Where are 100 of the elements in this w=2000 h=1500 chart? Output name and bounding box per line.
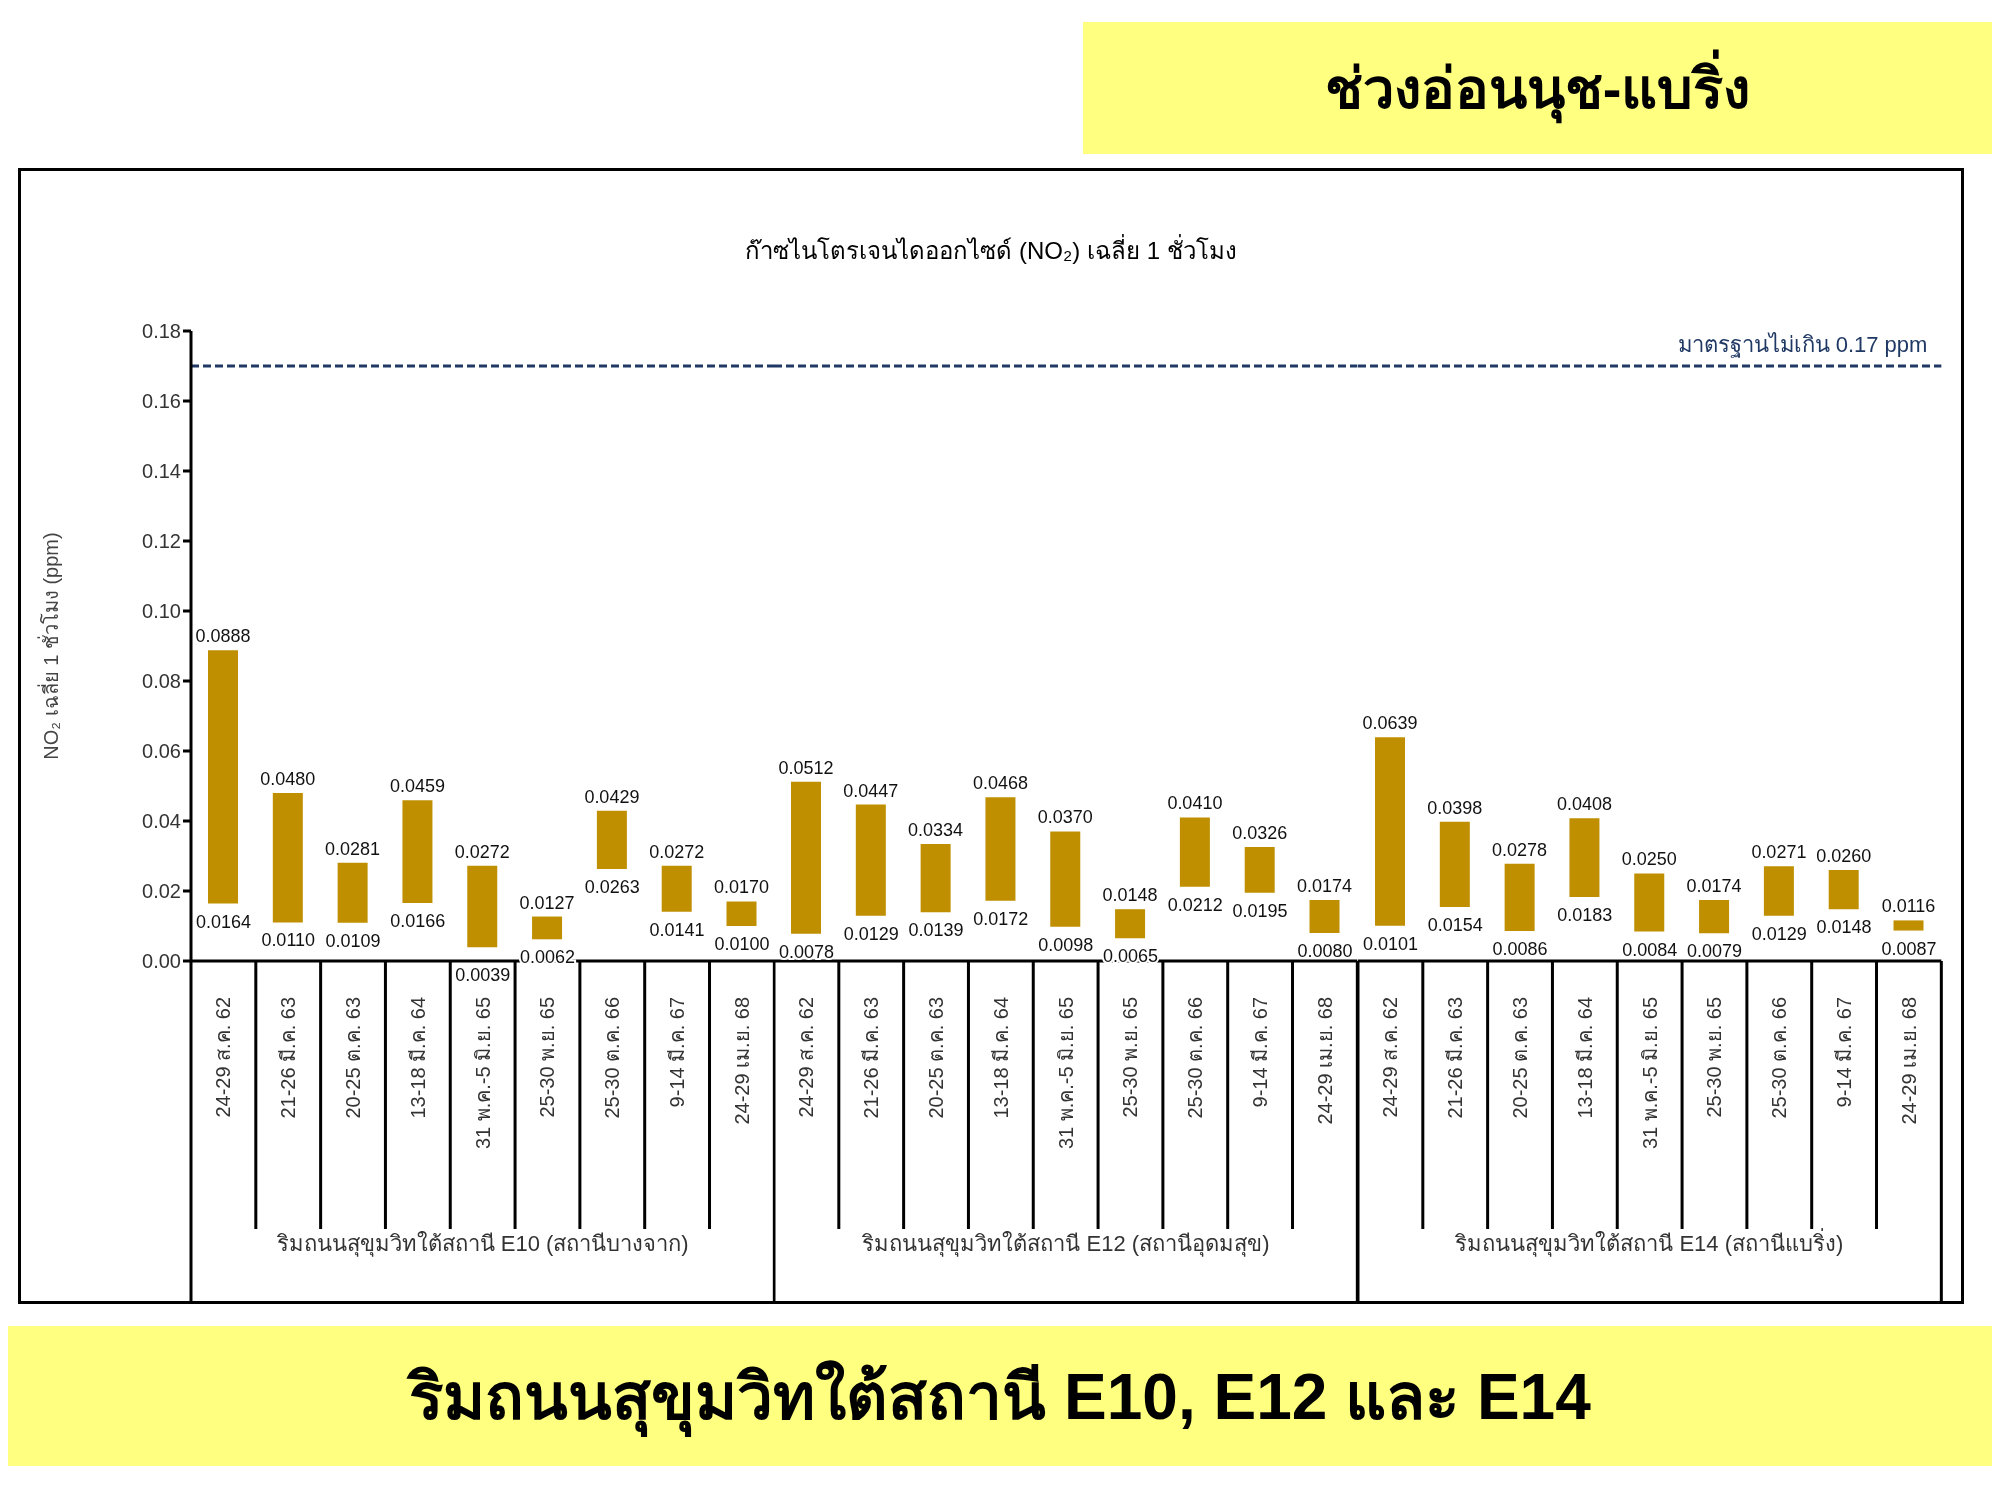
- x-axis-title: ริมถนนสุขุมวิทใต้สถานี E12 (สถานีอุดมสุข): [861, 1230, 1271, 1259]
- annotation: 0.0141: [649, 919, 705, 940]
- y-axis-title: NO₂ เฉลี่ย 1 ชั่วโมง (ppm): [37, 532, 63, 760]
- data-label: 0.0459: [389, 776, 445, 797]
- x-tick-label: 25-30 พ.ย. 65: [1119, 997, 1142, 1118]
- y-tick-label: 0.04: [142, 810, 181, 833]
- y-tick-label: 0.18: [142, 320, 181, 343]
- data-label: 0.0888: [195, 626, 251, 647]
- bar: [985, 797, 1016, 901]
- bar: [1115, 909, 1146, 939]
- bar: [1180, 817, 1211, 887]
- bar: [1374, 737, 1405, 926]
- data-label: 0.0170: [714, 877, 770, 898]
- x-tick-label: 31 พ.ค.-5 มิ.ย. 65: [1054, 997, 1077, 1150]
- bar: [208, 650, 238, 904]
- x-tick-label: 9-14 มี.ค. 67: [1249, 997, 1272, 1108]
- annotation: 0.0098: [1038, 934, 1094, 955]
- bar: [337, 862, 368, 923]
- data-label: 0.0480: [260, 769, 316, 789]
- data-label: 0.0174: [1686, 876, 1742, 897]
- bar: [1245, 846, 1276, 893]
- data-label: 0.0326: [1232, 822, 1288, 843]
- annotation: 0.0110: [261, 930, 316, 951]
- data-label: 0.0410: [1167, 793, 1223, 814]
- x-tick-label: 13-18 มี.ค. 64: [406, 997, 429, 1119]
- x-tick-label: 31 พ.ค.-5 มิ.ย. 65: [471, 997, 494, 1150]
- x-tick-label: 24-29 เม.ย. 68: [1897, 997, 1920, 1125]
- bar: [1763, 866, 1794, 916]
- annotation: 0.0086: [1492, 938, 1548, 959]
- y-tick-label: 0.06: [142, 740, 181, 763]
- x-tick-label: 25-30 ต.ค. 66: [1184, 997, 1207, 1119]
- data-label: 0.0281: [325, 838, 381, 859]
- x-tick-label: 24-29 ส.ค. 62: [795, 997, 818, 1118]
- y-tick-label: 0.12: [142, 530, 181, 553]
- bar: [272, 793, 303, 923]
- text: ริมถนนสุขุมวิทใต้สถานี E10, E12 และ E14: [8, 1326, 1992, 1466]
- annotation: 0.0183: [1557, 904, 1613, 925]
- annotation: 0.0080: [1297, 941, 1353, 961]
- x-tick-label: 25-30 ต.ค. 66: [601, 997, 624, 1119]
- data-label: 0.0250: [1621, 849, 1677, 870]
- x-tick-label: 20-25 ต.ค. 63: [342, 997, 365, 1119]
- x-tick-label: 24-29 เม.ย. 68: [1314, 997, 1337, 1125]
- data-label: 0.0468: [973, 773, 1029, 794]
- annotation: 0.0084: [1621, 939, 1677, 960]
- y-tick-label: 0.02: [142, 880, 181, 903]
- annotation: 0.0039: [455, 965, 511, 985]
- data-label: 0.0260: [1815, 846, 1871, 866]
- data-label: 0.0398: [1426, 797, 1482, 818]
- bar: [920, 844, 951, 913]
- annotation: 0.0166: [390, 910, 446, 931]
- bar: [1633, 873, 1664, 932]
- x-axis-title: ริมถนนสุขุมวิทใต้สถานี E14 (สถานีแบริ่ง): [1454, 1227, 1845, 1259]
- x-tick-label: 9-14 มี.ค. 67: [1832, 997, 1855, 1108]
- data-label: 0.0370: [1038, 807, 1094, 828]
- annotation: 0.0078: [779, 941, 835, 962]
- y-tick-label: 0.00: [142, 950, 181, 973]
- data-label: 0.0127: [519, 892, 575, 913]
- bar: [1893, 920, 1924, 931]
- data-label: 0.0116: [1881, 896, 1936, 917]
- bar: [532, 916, 563, 940]
- x-tick-label: 13-18 มี.ค. 64: [1573, 997, 1596, 1119]
- data-label: 0.0447: [843, 780, 899, 801]
- bar: [402, 800, 433, 903]
- bar: [467, 865, 498, 948]
- y-tick-label: 0.10: [142, 600, 181, 623]
- annotation: 0.0195: [1232, 900, 1288, 921]
- x-tick-label: 21-26 มี.ค. 63: [860, 997, 883, 1119]
- x-axis-title: ริมถนนสุขุมวิทใต้สถานี E10 (สถานีบางจาก): [275, 1230, 690, 1259]
- annotation: 0.0129: [1751, 923, 1807, 944]
- bar: [726, 901, 757, 926]
- data-label: 0.0174: [1297, 876, 1353, 897]
- data-label: 0.0148: [1102, 885, 1158, 906]
- bar: [1828, 870, 1859, 910]
- bar: [1309, 900, 1340, 933]
- bar: [1504, 863, 1535, 931]
- chart-title: ช่วงอ่อนนุช-แบริ่ง: [1083, 22, 1992, 154]
- annotation: 0.0148: [1816, 917, 1872, 938]
- annotation: 0.0164: [195, 911, 251, 932]
- chart-subtitle: ก๊าซไนโตรเจนไดออกไซด์ (NO₂) เฉลี่ย 1 ชั่วโมง: [744, 233, 1238, 266]
- x-tick-label: 21-26 มี.ค. 63: [1443, 997, 1466, 1119]
- x-tick-label: 21-26 มี.ค. 63: [277, 997, 300, 1119]
- x-tick-label: 25-30 ต.ค. 66: [1767, 997, 1790, 1119]
- bar: [1698, 900, 1729, 934]
- x-tick-label: 20-25 ต.ค. 63: [1508, 997, 1531, 1119]
- x-tick-label: 13-18 มี.ค. 64: [990, 997, 1013, 1119]
- x-tick-label: 31 พ.ค.-5 มิ.ย. 65: [1638, 997, 1661, 1150]
- x-tick-label: 25-30 พ.ย. 65: [536, 997, 559, 1118]
- data-label: 0.0512: [778, 757, 834, 778]
- bar: [1050, 831, 1081, 927]
- annotation: 0.0263: [584, 876, 640, 897]
- bar: [661, 865, 692, 912]
- annotation: 0.0087: [1881, 938, 1937, 959]
- data-label: 0.0272: [649, 841, 705, 862]
- x-tick-label: 25-30 พ.ย. 65: [1703, 997, 1726, 1118]
- annotation: 0.0109: [325, 930, 381, 951]
- data-label: 0.0429: [584, 786, 640, 807]
- x-tick-label: 24-29 เม.ย. 68: [730, 997, 753, 1125]
- data-label: 0.0272: [454, 841, 510, 862]
- data-label: 0.0271: [1751, 842, 1807, 863]
- annotation: 0.0212: [1168, 894, 1224, 915]
